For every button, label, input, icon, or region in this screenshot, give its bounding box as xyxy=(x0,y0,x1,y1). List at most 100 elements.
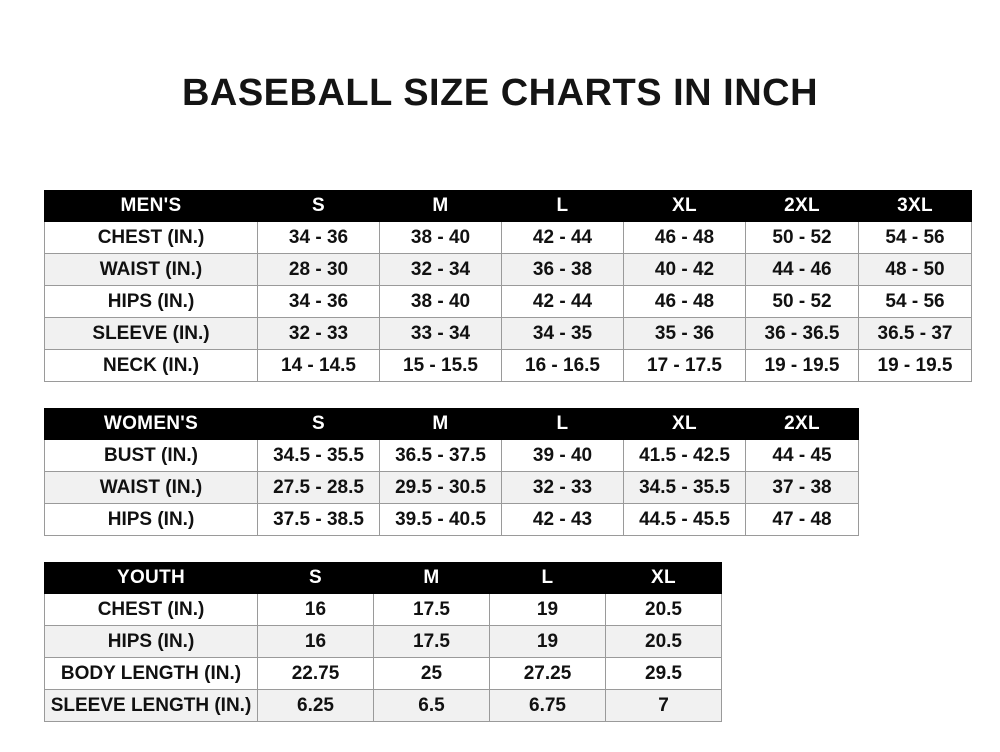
cell: 39.5 - 40.5 xyxy=(379,503,502,536)
womens-size-table: WOMEN'S S M L XL 2XL BUST (IN.) 34.5 - 3… xyxy=(44,408,859,536)
womens-header-row: WOMEN'S S M L XL 2XL xyxy=(44,408,859,440)
cell: 40 - 42 xyxy=(623,253,746,286)
cell: 19 xyxy=(489,593,606,626)
table-row: WAIST (IN.) 28 - 30 32 - 34 36 - 38 40 -… xyxy=(44,253,972,286)
youth-header-s: S xyxy=(257,562,374,594)
table-row: CHEST (IN.) 16 17.5 19 20.5 xyxy=(44,593,722,626)
row-label: SLEEVE LENGTH (IN.) xyxy=(44,689,258,722)
cell: 16 xyxy=(257,593,374,626)
cell: 42 - 44 xyxy=(501,221,624,254)
cell: 6.25 xyxy=(257,689,374,722)
cell: 16 - 16.5 xyxy=(501,349,624,382)
cell: 36.5 - 37.5 xyxy=(379,439,502,472)
table-row: CHEST (IN.) 34 - 36 38 - 40 42 - 44 46 -… xyxy=(44,221,972,254)
womens-header-category: WOMEN'S xyxy=(44,408,258,440)
cell: 34 - 36 xyxy=(257,221,380,254)
row-label: BODY LENGTH (IN.) xyxy=(44,657,258,690)
cell: 29.5 - 30.5 xyxy=(379,471,502,504)
mens-header-2xl: 2XL xyxy=(745,190,859,222)
cell: 6.75 xyxy=(489,689,606,722)
cell: 38 - 40 xyxy=(379,285,502,318)
youth-header-l: L xyxy=(489,562,606,594)
page-title: BASEBALL SIZE CHARTS IN INCH xyxy=(181,72,819,114)
table-row: WAIST (IN.) 27.5 - 28.5 29.5 - 30.5 32 -… xyxy=(44,471,859,504)
table-row: SLEEVE (IN.) 32 - 33 33 - 34 34 - 35 35 … xyxy=(44,317,972,350)
row-label: BUST (IN.) xyxy=(44,439,258,472)
cell: 34 - 35 xyxy=(501,317,624,350)
cell: 20.5 xyxy=(605,625,722,658)
cell: 25 xyxy=(373,657,490,690)
cell: 19 xyxy=(489,625,606,658)
cell: 42 - 43 xyxy=(501,503,624,536)
cell: 20.5 xyxy=(605,593,722,626)
cell: 38 - 40 xyxy=(379,221,502,254)
cell: 32 - 33 xyxy=(257,317,380,350)
cell: 50 - 52 xyxy=(745,221,859,254)
womens-header-2xl: 2XL xyxy=(745,408,859,440)
row-label: HIPS (IN.) xyxy=(44,625,258,658)
row-label: CHEST (IN.) xyxy=(44,221,258,254)
cell: 54 - 56 xyxy=(858,285,972,318)
table-row: BODY LENGTH (IN.) 22.75 25 27.25 29.5 xyxy=(44,657,722,690)
cell: 44 - 45 xyxy=(745,439,859,472)
cell: 7 xyxy=(605,689,722,722)
cell: 16 xyxy=(257,625,374,658)
cell: 34.5 - 35.5 xyxy=(257,439,380,472)
size-tables-container: MEN'S S M L XL 2XL 3XL CHEST (IN.) 34 - … xyxy=(44,190,972,748)
cell: 32 - 33 xyxy=(501,471,624,504)
cell: 19 - 19.5 xyxy=(858,349,972,382)
row-label: HIPS (IN.) xyxy=(44,285,258,318)
cell: 36.5 - 37 xyxy=(858,317,972,350)
cell: 27.25 xyxy=(489,657,606,690)
row-label: HIPS (IN.) xyxy=(44,503,258,536)
cell: 19 - 19.5 xyxy=(745,349,859,382)
cell: 17.5 xyxy=(373,593,490,626)
womens-header-s: S xyxy=(257,408,380,440)
cell: 37 - 38 xyxy=(745,471,859,504)
youth-header-row: YOUTH S M L XL xyxy=(44,562,722,594)
cell: 34 - 36 xyxy=(257,285,380,318)
youth-header-m: M xyxy=(373,562,490,594)
cell: 39 - 40 xyxy=(501,439,624,472)
mens-header-3xl: 3XL xyxy=(858,190,972,222)
cell: 17 - 17.5 xyxy=(623,349,746,382)
cell: 54 - 56 xyxy=(858,221,972,254)
cell: 44.5 - 45.5 xyxy=(623,503,746,536)
mens-header-s: S xyxy=(257,190,380,222)
table-row: SLEEVE LENGTH (IN.) 6.25 6.5 6.75 7 xyxy=(44,689,722,722)
cell: 46 - 48 xyxy=(623,285,746,318)
row-label: CHEST (IN.) xyxy=(44,593,258,626)
cell: 36 - 36.5 xyxy=(745,317,859,350)
mens-header-m: M xyxy=(379,190,502,222)
mens-size-table: MEN'S S M L XL 2XL 3XL CHEST (IN.) 34 - … xyxy=(44,190,972,382)
cell: 33 - 34 xyxy=(379,317,502,350)
cell: 22.75 xyxy=(257,657,374,690)
cell: 50 - 52 xyxy=(745,285,859,318)
mens-header-l: L xyxy=(501,190,624,222)
cell: 44 - 46 xyxy=(745,253,859,286)
cell: 6.5 xyxy=(373,689,490,722)
cell: 41.5 - 42.5 xyxy=(623,439,746,472)
cell: 37.5 - 38.5 xyxy=(257,503,380,536)
table-row: HIPS (IN.) 34 - 36 38 - 40 42 - 44 46 - … xyxy=(44,285,972,318)
cell: 47 - 48 xyxy=(745,503,859,536)
cell: 35 - 36 xyxy=(623,317,746,350)
mens-header-row: MEN'S S M L XL 2XL 3XL xyxy=(44,190,972,222)
cell: 14 - 14.5 xyxy=(257,349,380,382)
table-row: HIPS (IN.) 16 17.5 19 20.5 xyxy=(44,625,722,658)
cell: 15 - 15.5 xyxy=(379,349,502,382)
cell: 48 - 50 xyxy=(858,253,972,286)
cell: 32 - 34 xyxy=(379,253,502,286)
cell: 17.5 xyxy=(373,625,490,658)
youth-header-category: YOUTH xyxy=(44,562,258,594)
youth-size-table: YOUTH S M L XL CHEST (IN.) 16 17.5 19 20… xyxy=(44,562,722,722)
table-row: BUST (IN.) 34.5 - 35.5 36.5 - 37.5 39 - … xyxy=(44,439,859,472)
cell: 34.5 - 35.5 xyxy=(623,471,746,504)
cell: 46 - 48 xyxy=(623,221,746,254)
mens-header-xl: XL xyxy=(623,190,746,222)
table-row: NECK (IN.) 14 - 14.5 15 - 15.5 16 - 16.5… xyxy=(44,349,972,382)
cell: 36 - 38 xyxy=(501,253,624,286)
row-label: WAIST (IN.) xyxy=(44,253,258,286)
row-label: SLEEVE (IN.) xyxy=(44,317,258,350)
